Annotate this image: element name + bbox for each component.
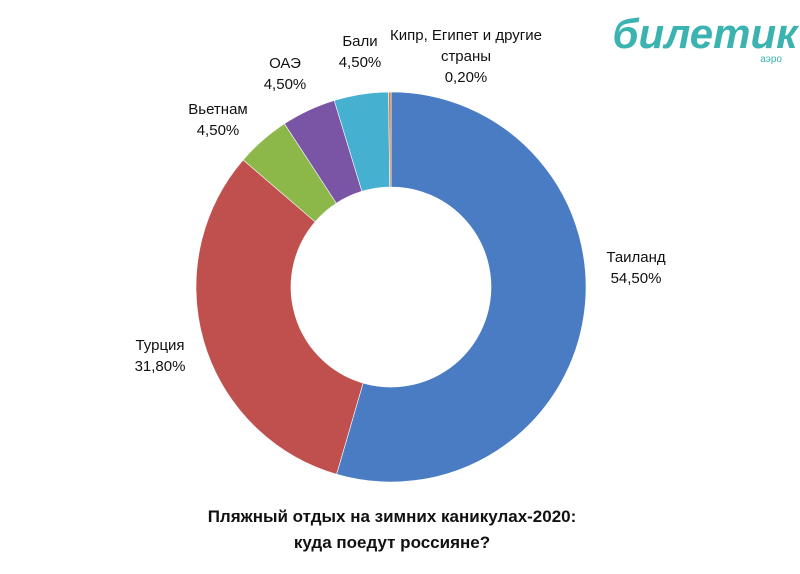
logo: билетик: [613, 10, 800, 57]
value-label: 0,20%: [445, 69, 488, 86]
value-label: 31,80%: [135, 358, 186, 375]
category-label-line: Кипр, Египет и другие: [390, 27, 542, 44]
donut-slice: [388, 91, 392, 188]
category-label: Бали: [342, 33, 377, 50]
category-label-line: страны: [441, 48, 491, 65]
value-label: 54,50%: [611, 270, 662, 287]
category-label: ОАЭ: [269, 55, 301, 72]
chart-title: куда поедут россияне?: [294, 533, 490, 552]
donut-slice: [195, 159, 364, 475]
value-label: 4,50%: [197, 122, 240, 139]
value-label: 4,50%: [264, 76, 307, 93]
category-label: Кипр, Египет и другие страны: [390, 27, 542, 65]
chart-title: Пляжный отдых на зимних каникулах-2020:: [208, 507, 577, 526]
value-label: 4,50%: [339, 54, 382, 71]
logo-sub: аэро: [760, 54, 782, 65]
category-label: Вьетнам: [188, 101, 247, 118]
donut-slice: [336, 91, 587, 483]
category-label: Таиланд: [606, 249, 666, 266]
category-label: Турция: [135, 337, 184, 354]
